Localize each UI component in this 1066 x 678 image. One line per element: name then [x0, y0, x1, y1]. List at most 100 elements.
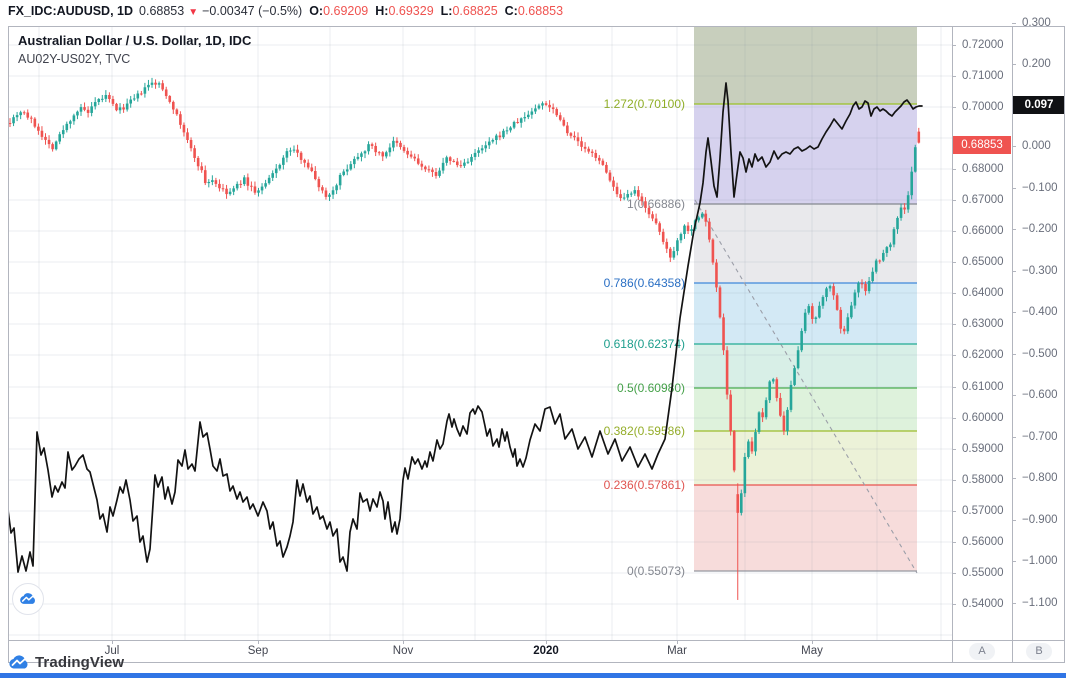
- chart-canvas: 1.272(0.70100) 1(0.66886) 0.786(0.64358) 0.…: [8, 26, 952, 640]
- price-axis-tick-dash: [952, 418, 956, 419]
- legend-compare-series[interactable]: AU02Y-US02Y, TVC: [18, 52, 131, 66]
- price-axis-settings-cell: A: [952, 640, 1012, 662]
- legend-main-series[interactable]: Australian Dollar / U.S. Dollar, 1D, IDC: [18, 33, 252, 48]
- price-axis-tick-dash: [952, 324, 956, 325]
- price-axis-tick-dash: [952, 573, 956, 574]
- fib-label: 0.786(0.64358): [604, 276, 685, 290]
- price-axis-tick: 0.72000: [962, 39, 1004, 51]
- tradingview-logo-button[interactable]: [12, 583, 44, 615]
- open-label: O:: [309, 4, 324, 18]
- tradingview-wordmark: TradingView: [35, 653, 125, 671]
- fib-label: 0.382(0.59586): [604, 424, 685, 438]
- price-axis-tick-dash: [952, 293, 956, 294]
- spread-axis-tick: −0.200: [1022, 223, 1058, 235]
- fib-label: 0(0.55073): [627, 564, 685, 578]
- price-axis-tick: 0.61000: [962, 381, 1004, 393]
- time-axis-label: Mar: [667, 645, 687, 657]
- open-value: 0.69209: [323, 4, 369, 18]
- time-axis[interactable]: Jul Sep Nov 2020 Mar May: [8, 640, 952, 662]
- spread-axis-tick: −0.800: [1022, 472, 1058, 484]
- spread-axis-tick: 0.300: [1022, 17, 1051, 29]
- close-label: C:: [504, 4, 518, 18]
- time-axis-label: May: [801, 645, 823, 657]
- spread-axis-tick: −0.700: [1022, 431, 1058, 443]
- spread-line-series[interactable]: [8, 82, 923, 573]
- spread-axis-tick: 0.000: [1022, 140, 1051, 152]
- price-axis-tick-dash: [952, 604, 956, 605]
- spread-axis-tick-dash: [1012, 437, 1016, 438]
- low-label: L:: [440, 4, 453, 18]
- frame-left: [8, 26, 9, 662]
- spread-axis-tick: −0.300: [1022, 265, 1058, 277]
- time-axis-tick: [812, 640, 813, 644]
- price-axis-tick: 0.57000: [962, 505, 1004, 517]
- fib-retracement[interactable]: 1.272(0.70100) 1(0.66886) 0.786(0.64358) 0.…: [604, 26, 917, 578]
- spread-axis-tick-dash: [1012, 23, 1016, 24]
- chart-plot-area[interactable]: 1.272(0.70100) 1(0.66886) 0.786(0.64358) 0.…: [8, 26, 952, 640]
- spread-axis-tick: −0.900: [1022, 514, 1058, 526]
- price-axis[interactable]: 0.72000 0.71000 0.70000 0.68000 0.67000 0.660…: [952, 26, 1012, 640]
- spread-axis-tick-dash: [1012, 395, 1016, 396]
- time-axis-label: 2020: [533, 645, 559, 657]
- last-price-badge: 0.68853: [953, 136, 1011, 154]
- price-axis-tick-dash: [952, 169, 956, 170]
- indicator-axis-settings-cell: B: [1012, 640, 1066, 662]
- fib-label: 0.236(0.57861): [604, 478, 685, 492]
- indicator-axis[interactable]: 0.300 0.200 0.000 −0.100 −0.200 −0.300 −0.400 −…: [1012, 17, 1066, 640]
- frame-bottom: [8, 662, 1065, 663]
- price-axis-tick: 0.56000: [962, 536, 1004, 548]
- frame-top: [8, 26, 1065, 27]
- axis-b-button[interactable]: B: [1026, 642, 1052, 660]
- close-value: 0.68853: [517, 4, 564, 18]
- price-axis-tick: 0.60000: [962, 412, 1004, 424]
- price-axis-tick-dash: [952, 449, 956, 450]
- fib-label: 1(0.66886): [627, 197, 685, 211]
- spread-axis-tick: −0.100: [1022, 182, 1058, 194]
- price-axis-tick-dash: [952, 387, 956, 388]
- candlestick-series: [8, 77, 921, 600]
- spread-axis-tick-dash: [1012, 64, 1016, 65]
- price-axis-tick-dash: [952, 76, 956, 77]
- axis-a-button[interactable]: A: [969, 642, 995, 660]
- spread-axis-tick-dash: [1012, 603, 1016, 604]
- frame-axis-b-divider: [1012, 26, 1013, 662]
- spread-axis-tick-dash: [1012, 188, 1016, 189]
- time-axis-label: Nov: [392, 645, 414, 657]
- price-axis-tick: 0.59000: [962, 443, 1004, 455]
- last-price: 0.68853: [139, 4, 185, 18]
- down-triangle-icon: ▼: [188, 7, 199, 18]
- high-value: 0.69329: [388, 4, 434, 18]
- symbol-interval-label[interactable]: FX_IDC:AUDUSD, 1D: [8, 4, 134, 18]
- time-axis-tick: [677, 640, 678, 644]
- spread-axis-tick-dash: [1012, 520, 1016, 521]
- price-axis-tick: 0.70000: [962, 101, 1004, 113]
- grid-lines: [8, 26, 952, 640]
- time-axis-tick: [546, 640, 547, 644]
- price-axis-tick-dash: [952, 262, 956, 263]
- spread-axis-tick-dash: [1012, 312, 1016, 313]
- spread-axis-tick-dash: [1012, 271, 1016, 272]
- trendline[interactable]: [694, 199, 918, 574]
- spread-axis-tick-dash: [1012, 561, 1016, 562]
- spread-axis-tick-dash: [1012, 354, 1016, 355]
- price-axis-tick-dash: [952, 542, 956, 543]
- spread-axis-tick-dash: [1012, 229, 1016, 230]
- spread-axis-tick-dash: [1012, 146, 1016, 147]
- price-axis-tick: 0.55000: [962, 567, 1004, 579]
- fib-label: 1.272(0.70100): [604, 97, 685, 111]
- spread-value-badge: 0.097: [1013, 96, 1065, 114]
- fib-label: 0.618(0.62374): [604, 337, 685, 351]
- tradingview-branding[interactable]: TradingView: [8, 652, 124, 672]
- price-axis-tick: 0.62000: [962, 349, 1004, 361]
- low-value: 0.68825: [452, 4, 498, 18]
- symbol-status-bar[interactable]: FX_IDC:AUDUSD, 1D 0.68853 ▼ −0.00347 (−0.5%…: [8, 2, 563, 20]
- price-axis-tick: 0.64000: [962, 287, 1004, 299]
- time-axis-tick: [403, 640, 404, 644]
- frame-right: [1064, 26, 1065, 662]
- price-axis-tick-dash: [952, 355, 956, 356]
- spread-axis-tick: −0.600: [1022, 389, 1058, 401]
- fib-label: 0.5(0.60980): [617, 381, 685, 395]
- price-axis-tick: 0.54000: [962, 598, 1004, 610]
- price-axis-tick: 0.65000: [962, 256, 1004, 268]
- price-axis-tick: 0.71000: [962, 70, 1004, 82]
